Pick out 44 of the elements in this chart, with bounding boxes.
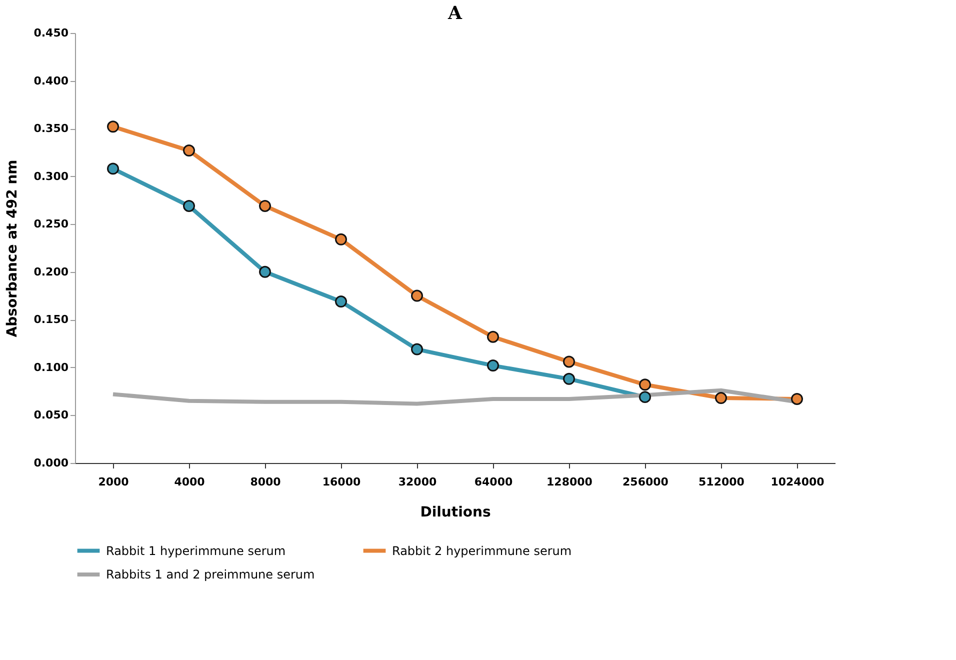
point bbox=[335, 296, 347, 308]
point bbox=[411, 290, 423, 302]
point bbox=[183, 144, 195, 157]
x-tick-label: 128000 bbox=[546, 476, 593, 488]
x-axis-title: Dilutions bbox=[420, 504, 491, 520]
x-tick-label: 64000 bbox=[474, 476, 513, 488]
x-tick-label: 4000 bbox=[174, 476, 206, 488]
y-tick-label: 0.250 bbox=[34, 218, 69, 231]
point bbox=[487, 330, 499, 343]
point bbox=[259, 266, 271, 278]
point bbox=[107, 120, 119, 133]
y-tick-label: 0.200 bbox=[34, 265, 69, 278]
legend-label: Rabbits 1 and 2 preimmune serum bbox=[106, 568, 315, 582]
point bbox=[487, 360, 499, 372]
legend-label: Rabbit 2 hyperimmune serum bbox=[392, 544, 572, 558]
point bbox=[259, 200, 271, 212]
point bbox=[563, 356, 575, 368]
x-tick-label: 2000 bbox=[98, 476, 130, 488]
x-tick-label: 512000 bbox=[698, 476, 745, 488]
y-tick-label: 0.300 bbox=[34, 170, 69, 183]
point bbox=[639, 378, 651, 391]
x-tick-label: 256000 bbox=[622, 476, 669, 488]
point bbox=[791, 392, 803, 405]
point bbox=[335, 233, 347, 246]
point bbox=[563, 372, 575, 385]
y-axis-title: Absorbance at 492 nm bbox=[4, 160, 21, 338]
y-tick-label: 0.450 bbox=[34, 26, 69, 40]
y-tick-label: 0.100 bbox=[34, 360, 69, 374]
point bbox=[107, 162, 119, 175]
y-tick-label: 0.350 bbox=[34, 122, 69, 136]
x-tick-label: 16000 bbox=[322, 476, 361, 488]
y-tick-label: 0.050 bbox=[34, 408, 69, 422]
x-tick-label: 1024000 bbox=[770, 476, 825, 488]
y-tick-label: 0.000 bbox=[34, 456, 69, 470]
point bbox=[715, 392, 727, 404]
point bbox=[183, 200, 195, 212]
chart-title: A bbox=[447, 3, 464, 24]
y-tick-label: 0.150 bbox=[34, 313, 69, 326]
x-tick-label: 8000 bbox=[250, 476, 282, 488]
x-tick-label: 32000 bbox=[398, 476, 437, 488]
point bbox=[639, 391, 651, 404]
y-tick-label: 0.400 bbox=[34, 74, 69, 88]
legend-label: Rabbit 1 hyperimmune serum bbox=[106, 544, 286, 558]
point bbox=[411, 343, 423, 356]
